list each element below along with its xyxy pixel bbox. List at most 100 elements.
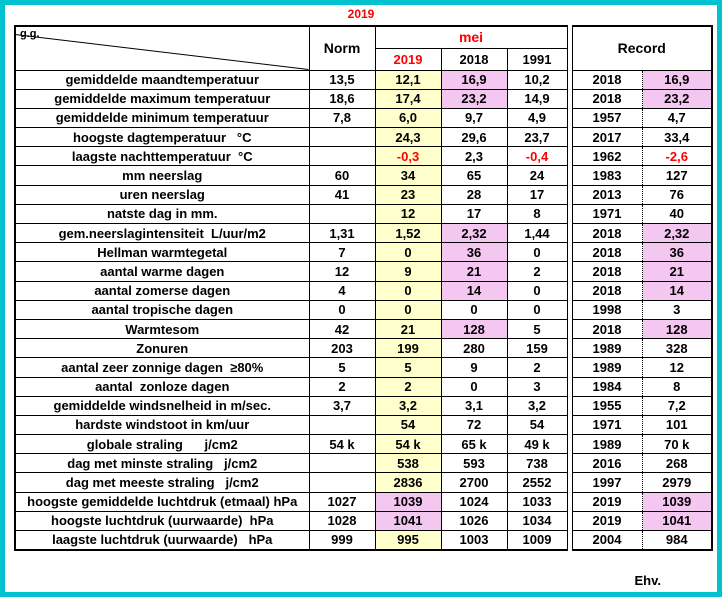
recyear-cell: 2018 [571,69,643,90]
column-gap [567,242,572,262]
table-row: gemiddelde maandtemperatuur 13,5 12,1 16,9 1… [14,69,713,90]
recyear-cell: 1989 [571,434,643,455]
norm-cell: 18,6 [308,88,376,109]
row-label: aantal tropische dagen [14,299,310,320]
row-label: Zonuren [14,338,310,359]
y1991-cell: 2 [506,357,568,378]
column-gap [567,223,572,243]
column-gap [567,127,572,147]
norm-cell: 5 [308,357,376,378]
row-label: hoogste dagtemperatuur °C [14,127,310,148]
recval-cell: 33,4 [641,127,713,148]
y1991-cell: 0 [506,299,568,320]
recval-cell: 984 [641,529,713,551]
y1991-cell: 0 [506,242,568,263]
table-row: aantal tropische dagen 0 0 0 0 1998 3 [14,299,713,320]
column-gap [567,434,572,454]
norm-cell: 12 [308,261,376,282]
recyear-cell: 1957 [571,107,643,129]
year-header-2019: 2019 [374,47,442,71]
row-label: mm neerslag [14,165,310,186]
column-gap [567,89,572,109]
recyear-cell: 2018 [571,222,643,244]
norm-cell: 0 [308,299,376,320]
recyear-cell: 2018 [571,318,643,340]
row-label: Hellman warmtegetal [14,242,310,263]
recyear-cell: 2016 [571,453,643,474]
table-row: mm neerslag 60 34 65 24 1983 127 [14,165,713,186]
y2019-cell: 24,3 [374,127,442,148]
recval-cell: 23,2 [641,88,713,109]
recval-cell: 3 [641,299,713,320]
recval-cell: 268 [641,453,713,474]
y1991-cell: 3,2 [506,395,568,416]
row-label: gemiddelde windsnelheid in m/sec. [14,395,310,416]
y2019-cell: 12,1 [374,69,442,90]
norm-cell: 42 [308,318,376,340]
table-row: hardste windstoot in km/uur 54 72 54 1971 101 [14,414,713,436]
recval-cell: 36 [641,242,713,263]
corner-cell: g.g. [14,25,310,71]
norm-cell: 2 [308,376,376,397]
y2019-cell: 54 k [374,434,442,455]
recval-cell: 101 [641,414,713,436]
row-label: gemiddelde maandtemperatuur [14,69,310,90]
norm-cell: 1027 [308,491,376,512]
y2018-cell: 2700 [440,472,508,493]
table-row: gemiddelde maximum temperatuur 18,6 17,4 23… [14,88,713,109]
table-body: gemiddelde maandtemperatuur 13,5 12,1 16,9 1… [14,69,713,551]
recyear-cell: 1997 [571,472,643,493]
table-row: aantal zomerse dagen 4 0 14 0 2018 14 [14,280,713,301]
column-gap [567,165,572,186]
table-row: gem.neerslagintensiteit L/uur/m2 1,31 1,52… [14,222,713,244]
y2018-cell: 0 [440,299,508,320]
y2019-cell: 2 [374,376,442,397]
y2018-cell: 2,32 [440,222,508,244]
y1991-cell: 10,2 [506,69,568,90]
column-gap [567,185,572,205]
y2019-cell: 1039 [374,491,442,512]
y1991-cell: 738 [506,453,568,474]
y2019-cell: 54 [374,414,442,436]
row-label: dag met meeste straling j/cm2 [14,472,310,493]
table-row: natste dag in mm. 12 17 8 1971 40 [14,203,713,225]
recval-cell: 127 [641,165,713,186]
diagonal-line [16,27,309,70]
y1991-cell: 0 [506,280,568,301]
table-row: hoogste dagtemperatuur °C 24,3 29,6 23,7 201… [14,127,713,148]
row-label: aantal zomerse dagen [14,280,310,301]
y1991-cell: 54 [506,414,568,436]
recval-cell: 2,32 [641,222,713,244]
recval-cell: 128 [641,318,713,340]
row-label: gemiddelde minimum temperatuur [14,107,310,129]
recyear-cell: 2018 [571,280,643,301]
recyear-cell: 1971 [571,414,643,436]
recval-cell: 14 [641,280,713,301]
recval-cell: 40 [641,203,713,225]
table-row: dag met minste straling j/cm2 538 593 738 20… [14,453,713,474]
y2019-cell: 1,52 [374,222,442,244]
recyear-cell: 2004 [571,529,643,551]
norm-header: Norm [308,25,376,71]
column-gap [567,357,572,377]
recyear-cell: 1955 [571,395,643,416]
y2019-cell: 199 [374,338,442,359]
y2018-cell: 28 [440,184,508,205]
recyear-cell: 2017 [571,127,643,148]
norm-cell [308,472,376,493]
table-row: Zonuren 203 199 280 159 1989 328 [14,338,713,359]
table-row: uren neerslag 41 23 28 17 2013 76 [14,184,713,205]
y2019-cell: 34 [374,165,442,186]
header-row-years: 2019 2018 1991 [15,47,712,71]
y2018-cell: 1026 [440,510,508,532]
y2019-cell: 538 [374,453,442,474]
recval-cell: -2,6 [641,146,713,167]
norm-cell: 1,31 [308,222,376,244]
column-gap [567,338,572,358]
y1991-cell: 17 [506,184,568,205]
recval-cell: 1039 [641,491,713,512]
row-label: hoogste luchtdruk (uurwaarde) hPa [14,510,310,532]
y2019-cell: 23 [374,184,442,205]
y1991-cell: 5 [506,318,568,340]
y2019-cell: 9 [374,261,442,282]
